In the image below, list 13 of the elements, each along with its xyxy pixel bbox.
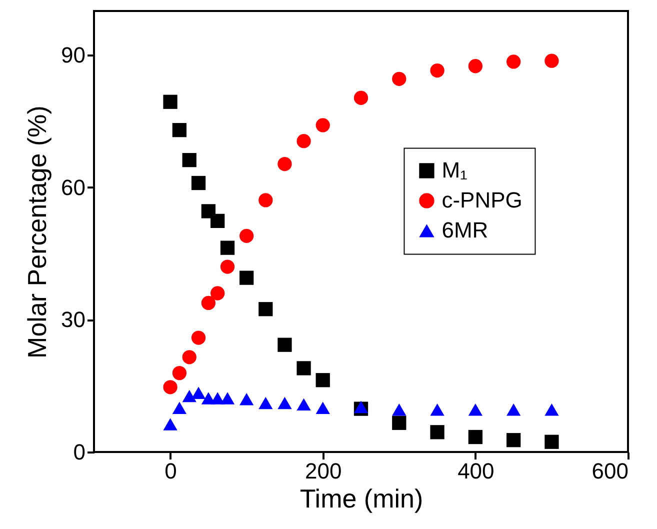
legend-label: 6MR — [442, 218, 488, 243]
y-axis-title: Molar Percentage (%) — [22, 106, 52, 358]
legend-label: M₁ — [442, 158, 468, 183]
x-axis-title: Time (min) — [300, 484, 424, 514]
x-tick-label: 400 — [458, 458, 494, 484]
legend-label: c-PNPG — [442, 188, 522, 213]
x-tick-label: 600 — [592, 458, 628, 484]
y-tick-label: 30 — [61, 307, 86, 332]
y-tick-label: 90 — [61, 42, 86, 68]
x-tick-label: 200 — [305, 458, 342, 484]
y-tick-label: 0 — [73, 440, 86, 464]
y-tick-label: 60 — [61, 174, 86, 200]
x-tick-label: 0 — [164, 458, 177, 484]
